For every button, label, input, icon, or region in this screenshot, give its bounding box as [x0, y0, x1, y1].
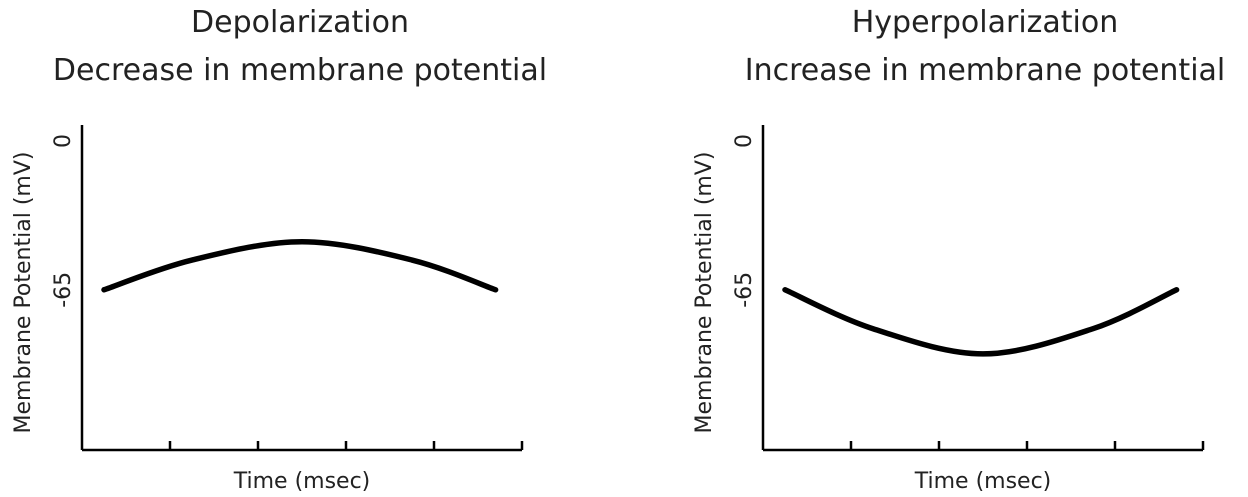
y-tick-label: -65 — [51, 272, 76, 308]
chart-title-block: Hyperpolarization Increase in membrane p… — [725, 2, 1245, 98]
series-line — [101, 238, 499, 293]
y-tick-label: 0 — [732, 134, 757, 148]
x-axis-label: Time (msec) — [914, 469, 1052, 494]
y-axis-label: Membrane Potential (mV) — [692, 152, 717, 434]
hyperpolarization-chart: 0 -65 Membrane Potential (mV) Time (msec) — [692, 125, 1205, 494]
chart-subtitle: Decrease in membrane potential — [52, 53, 548, 88]
hyperpolarization-panel: Hyperpolarization Increase in membrane p… — [620, 0, 1248, 497]
chart-title-block: Depolarization Decrease in membrane pote… — [0, 2, 600, 98]
depolarization-chart: 0 -65 Membrane Potential (mV) Time (msec) — [11, 125, 524, 494]
series-line — [782, 287, 1180, 357]
chart-title: Hyperpolarization — [851, 5, 1119, 40]
y-axis-label: Membrane Potential (mV) — [11, 152, 36, 434]
y-tick-label: -65 — [732, 272, 757, 308]
chart-title: Depolarization — [191, 5, 409, 40]
y-tick-label: 0 — [51, 134, 76, 148]
depolarization-panel: Depolarization Decrease in membrane pote… — [0, 0, 620, 497]
chart-subtitle: Increase in membrane potential — [744, 53, 1226, 88]
x-axis-label: Time (msec) — [233, 469, 371, 494]
